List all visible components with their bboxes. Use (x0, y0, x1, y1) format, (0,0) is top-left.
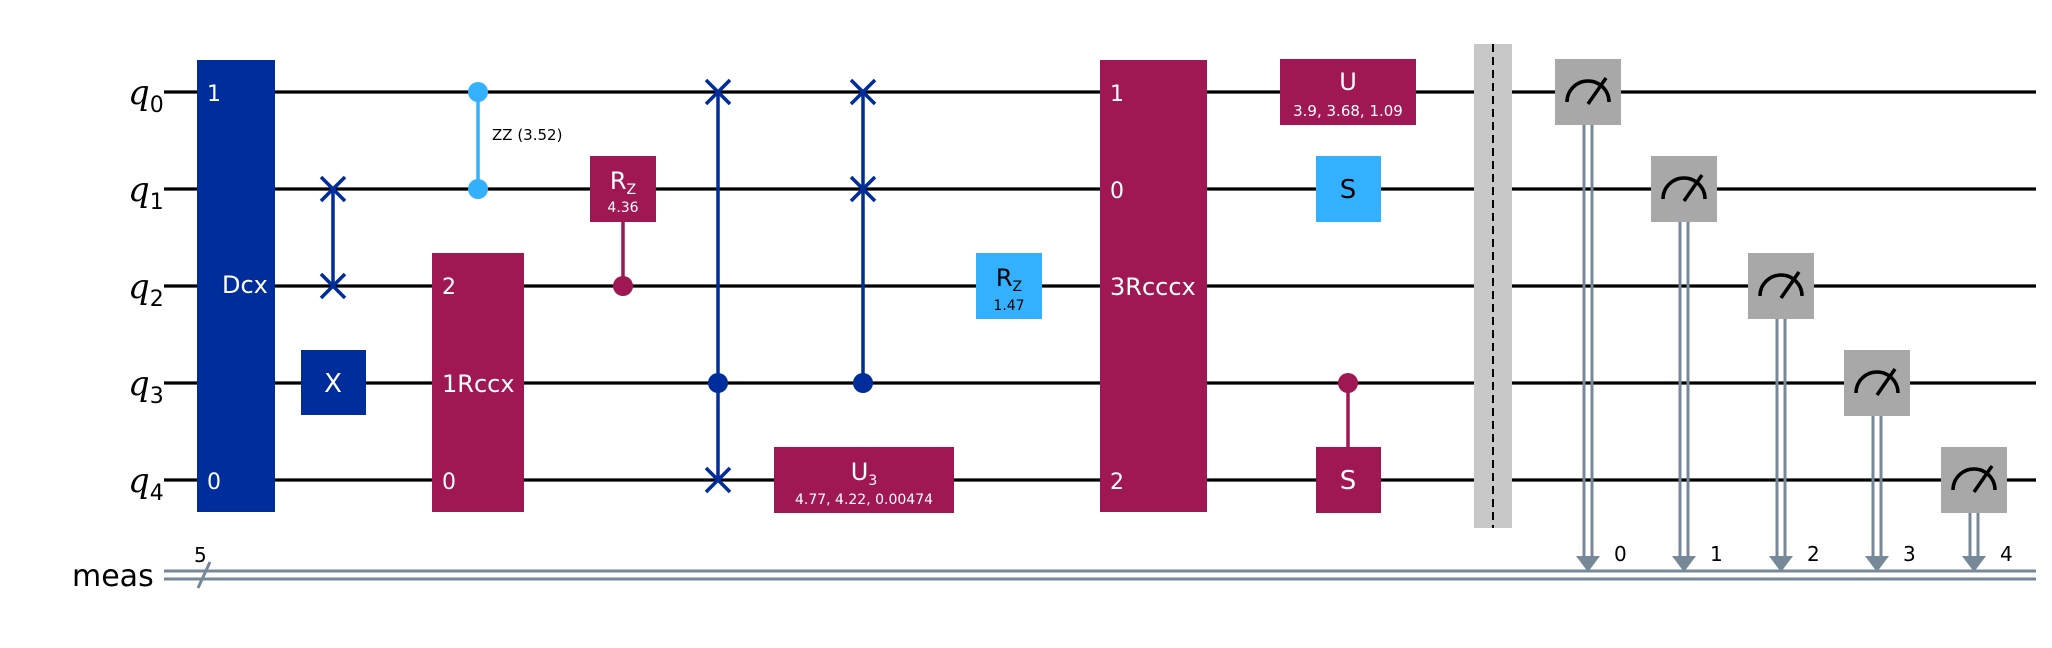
measure-index-4: 4 (2000, 542, 2013, 566)
classical-register-label: meas (72, 559, 154, 594)
rcccx-index-q1: 0 (1110, 179, 1124, 204)
dcx-index-bottom: 0 (207, 470, 221, 495)
classical-bundle-slash (196, 561, 212, 589)
measure-index-3: 3 (1903, 542, 1916, 566)
measure-gate-3: 3 (1844, 350, 1916, 572)
cswap-gate-2 (849, 78, 877, 393)
classical-wire (164, 569, 2036, 581)
rccx-label: 1Rccx (442, 370, 515, 398)
qubit-label-2: q2 (128, 267, 164, 312)
rccx-gate: 2 1Rccx 0 (432, 253, 524, 512)
barrier (1474, 44, 1512, 528)
x-gate-label: X (324, 369, 342, 399)
rcccx-index-q4: 2 (1110, 470, 1124, 495)
dcx-label: Dcx (222, 271, 268, 299)
rzz-label: ZZ (3.52) (492, 126, 562, 144)
dcx-index-top: 1 (207, 82, 221, 107)
measurements: 0 1 2 3 4 (1555, 59, 2013, 572)
crz-label: RZ (610, 167, 636, 198)
u-gate: U 3.9, 3.68, 1.09 (1280, 59, 1416, 125)
cs-gate: S (1316, 373, 1381, 513)
s-gate-label: S (1340, 175, 1357, 205)
measure-gate-2: 2 (1748, 253, 1820, 572)
dcx-gate: 1 Dcx 0 (197, 60, 275, 512)
rz-label: RZ (996, 264, 1022, 295)
classical-width-label: 5 (194, 543, 207, 567)
cs-gate-label: S (1340, 466, 1357, 496)
u3-gate: U3 4.77, 4.22, 0.00474 (774, 447, 954, 513)
rcccx-index-q0: 1 (1110, 82, 1124, 107)
rcccx-label: 3Rcccx (1110, 273, 1196, 301)
crz-param: 4.36 (607, 200, 638, 216)
measure-index-2: 2 (1807, 542, 1820, 566)
rccx-index-top: 2 (442, 275, 456, 300)
u-param: 3.9, 3.68, 1.09 (1293, 102, 1403, 120)
u3-param: 4.77, 4.22, 0.00474 (795, 492, 933, 508)
measure-index-0: 0 (1614, 542, 1627, 566)
measure-gate-0: 0 (1555, 59, 1627, 572)
rz-param: 1.47 (993, 298, 1024, 314)
measure-gate-4: 4 (1941, 447, 2013, 572)
u3-label: U3 (851, 458, 878, 489)
qubit-label-0: q0 (128, 73, 164, 118)
u-label: U (1339, 68, 1357, 96)
qubit-label-4: q4 (128, 461, 164, 506)
crz-gate: RZ 4.36 (590, 156, 656, 296)
s-gate: S (1316, 156, 1381, 222)
rccx-index-bottom: 0 (442, 470, 456, 495)
measure-index-1: 1 (1710, 542, 1723, 566)
rzz-gate: ZZ (3.52) (468, 82, 562, 199)
qubit-label-1: q1 (128, 170, 164, 215)
rz-gate: RZ 1.47 (976, 253, 1042, 319)
qubit-label-3: q3 (128, 364, 164, 409)
rcccx-gate: 1 0 3Rcccx 2 (1100, 60, 1207, 512)
x-gate: X (301, 350, 366, 415)
measure-gate-1: 1 (1651, 156, 1723, 572)
cswap-gate-1 (704, 78, 732, 494)
swap-gate-q1-q2 (319, 175, 347, 300)
